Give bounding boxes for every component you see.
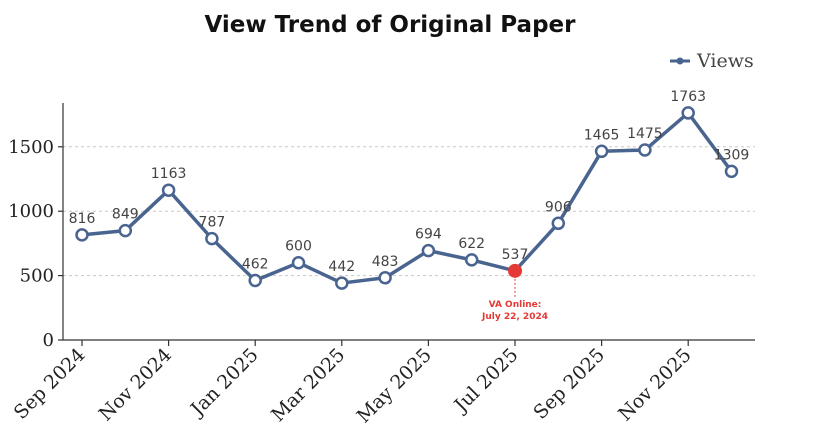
x-tick-label: Sep 2024 [10, 344, 90, 424]
highlight-annotation-line1: VA Online: [489, 300, 542, 310]
x-tick-label: Sep 2025 [529, 344, 609, 424]
data-point [421, 243, 436, 258]
data-point [118, 223, 133, 238]
data-point [205, 231, 219, 246]
data-point [335, 276, 349, 290]
series-line-views [81, 111, 733, 285]
data-point [161, 183, 176, 197]
highlight-data-point [508, 263, 522, 278]
data-point [724, 164, 739, 179]
x-tick-label: Nov 2024 [95, 344, 176, 425]
data-point [638, 143, 652, 157]
data-label: 442 [328, 259, 355, 275]
data-point [378, 271, 392, 285]
data-point [551, 216, 566, 231]
data-label: 1465 [584, 127, 620, 143]
data-label: 483 [372, 254, 399, 270]
y-tick-label: 0 [43, 330, 54, 351]
data-label: 1309 [714, 147, 750, 163]
data-label: 849 [112, 207, 139, 223]
data-point [594, 144, 609, 159]
data-point [464, 253, 479, 267]
x-tick-label: Nov 2025 [614, 344, 695, 425]
data-label: 462 [242, 256, 269, 272]
x-tick-label: May 2025 [353, 344, 436, 427]
data-label: 1475 [627, 126, 663, 142]
data-label: 1163 [151, 166, 187, 182]
legend-label-views: Views [696, 50, 754, 72]
data-label: 816 [69, 211, 96, 227]
data-point [681, 106, 695, 120]
data-point [75, 228, 89, 242]
legend-marker-views [676, 57, 684, 65]
y-tick-label: 1000 [8, 201, 54, 222]
data-label: 787 [199, 215, 226, 231]
data-label: 694 [415, 227, 442, 243]
data-point [291, 255, 306, 270]
data-label: 906 [545, 199, 572, 215]
y-tick-label: 1500 [8, 137, 54, 158]
data-label: 622 [458, 236, 485, 252]
y-tick-label: 500 [20, 266, 54, 287]
data-label: 600 [285, 239, 312, 255]
highlight-annotation-line2: July 22, 2024 [481, 312, 548, 322]
data-label: 1763 [670, 89, 706, 105]
x-tick-label: Mar 2025 [267, 344, 349, 426]
x-tick-label: Jan 2025 [185, 344, 262, 421]
data-label: 537 [502, 247, 529, 263]
data-point [248, 273, 262, 288]
x-tick-label: Jul 2025 [449, 344, 523, 418]
chart-title: View Trend of Original Paper [204, 12, 576, 38]
